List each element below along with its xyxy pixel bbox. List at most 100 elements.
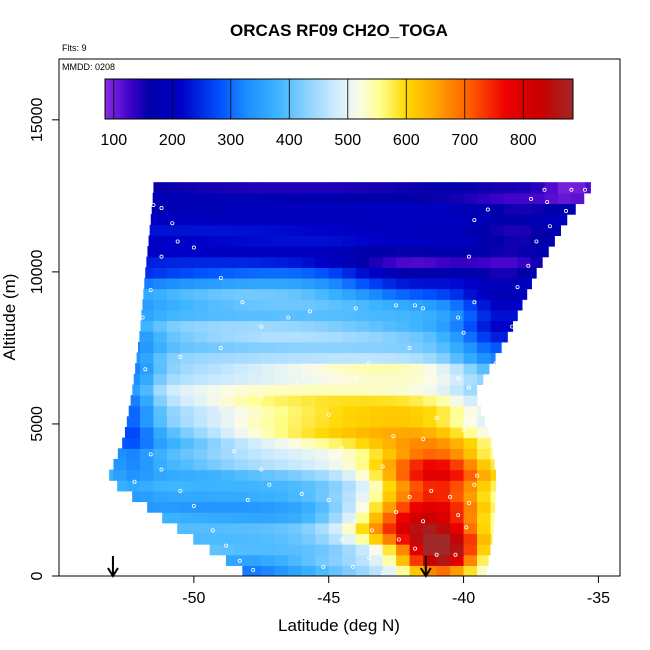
- heatmap-cell: [436, 256, 451, 268]
- heatmap-cell: [490, 490, 496, 503]
- heatmap-cell: [382, 320, 397, 332]
- heatmap-cell: [328, 203, 343, 215]
- heatmap-cell: [342, 533, 357, 545]
- colorbar-segment: [450, 79, 454, 119]
- heatmap-cell: [477, 203, 492, 215]
- heatmap-cell: [207, 309, 222, 322]
- heatmap-cell: [382, 448, 397, 460]
- heatmap-cell: [234, 373, 249, 385]
- heatmap-cell: [423, 203, 438, 215]
- heatmap-cell: [301, 426, 316, 439]
- observation-point: [232, 449, 237, 454]
- heatmap-cell: [355, 480, 370, 492]
- heatmap-cell: [328, 214, 343, 226]
- heatmap-cell: [301, 544, 316, 556]
- heatmap-cell: [382, 522, 397, 535]
- heatmap-cell: [234, 256, 249, 268]
- heatmap-cell: [409, 522, 424, 535]
- colorbar-segment: [456, 79, 460, 119]
- heatmap-cell: [477, 533, 492, 545]
- colorbar-segment: [107, 79, 112, 119]
- heatmap-cell: [153, 416, 168, 428]
- heatmap-cell: [180, 288, 195, 300]
- observation-point: [413, 303, 418, 308]
- heatmap-cell: [274, 331, 289, 343]
- heatmap-cell: [315, 320, 330, 332]
- heatmap-cell: [328, 288, 343, 300]
- heatmap-cell: [234, 405, 249, 417]
- heatmap-cell: [207, 277, 222, 290]
- heatmap-cell: [126, 469, 141, 481]
- heatmap-cell: [301, 320, 316, 332]
- colorbar-segment: [362, 79, 366, 119]
- heatmap-cell: [328, 544, 343, 556]
- heatmap-cell: [355, 203, 370, 215]
- heatmap-cell: [396, 544, 411, 556]
- observation-point: [148, 452, 153, 457]
- heatmap-cell: [315, 341, 330, 354]
- heatmap-cell: [288, 224, 303, 236]
- heatmap-cell: [355, 373, 370, 385]
- heatmap-cell: [234, 363, 249, 375]
- heatmap-cell: [220, 395, 235, 407]
- heatmap-cell: [477, 490, 492, 503]
- heatmap-cell: [423, 426, 438, 439]
- colorbar-segment: [298, 79, 302, 119]
- observation-point: [350, 564, 355, 569]
- heatmap-cell: [463, 437, 478, 449]
- colorbar-segment: [321, 79, 325, 119]
- heatmap-cell: [274, 522, 289, 535]
- heatmap-cell: [166, 373, 181, 385]
- heatmap-cell: [409, 331, 424, 343]
- heatmap-cell: [288, 565, 303, 576]
- observation-point: [413, 546, 418, 551]
- heatmap-cell: [207, 182, 222, 194]
- heatmap-cell: [288, 416, 303, 428]
- observation-point: [421, 519, 426, 524]
- heatmap-cell: [166, 235, 181, 247]
- heatmap-cell: [207, 235, 222, 247]
- plot-area: [109, 182, 591, 576]
- observation-point: [218, 275, 223, 280]
- heatmap-cell: [409, 256, 424, 268]
- heatmap-cell: [288, 267, 303, 279]
- colorbar-segment: [116, 79, 121, 119]
- heatmap-cell: [193, 533, 195, 545]
- heatmap-cell: [247, 426, 262, 439]
- observation-point: [461, 330, 466, 335]
- heatmap-cell: [423, 480, 438, 492]
- heatmap-cell: [301, 363, 316, 375]
- heatmap-cell: [450, 512, 465, 524]
- colorbar-segment: [283, 79, 287, 119]
- heatmap-cell: [166, 501, 181, 513]
- heatmap-cell: [180, 363, 195, 375]
- heatmap-cell: [207, 469, 222, 481]
- heatmap-cell: [261, 288, 276, 300]
- heatmap-cell: [450, 416, 465, 428]
- colorbar-segment: [359, 79, 363, 119]
- heatmap-cell: [423, 469, 438, 481]
- heatmap-cell: [436, 341, 451, 354]
- observation-point: [545, 199, 550, 204]
- observation-point: [456, 376, 461, 381]
- heatmap-cell: [355, 448, 370, 460]
- heatmap-cell: [382, 363, 397, 375]
- heatmap-cell: [301, 522, 316, 535]
- heatmap-cell: [207, 203, 222, 215]
- heatmap-cell: [234, 277, 249, 290]
- heatmap-cell: [220, 512, 235, 524]
- heatmap-cell: [166, 182, 181, 194]
- heatmap-cell: [288, 288, 303, 300]
- heatmap-cell: [490, 235, 505, 247]
- heatmap-cell: [396, 224, 411, 236]
- observation-point: [515, 285, 520, 290]
- colorbar-segment: [295, 79, 299, 119]
- colorbar-segment: [110, 79, 115, 119]
- colorbar-tick-label: 200: [159, 132, 186, 149]
- heatmap-cell: [396, 288, 411, 300]
- colorbar-segment: [526, 79, 530, 119]
- observation-point: [353, 306, 358, 311]
- heatmap-cell: [153, 309, 168, 322]
- heatmap-cell: [342, 299, 357, 311]
- colorbar-segment: [169, 79, 173, 119]
